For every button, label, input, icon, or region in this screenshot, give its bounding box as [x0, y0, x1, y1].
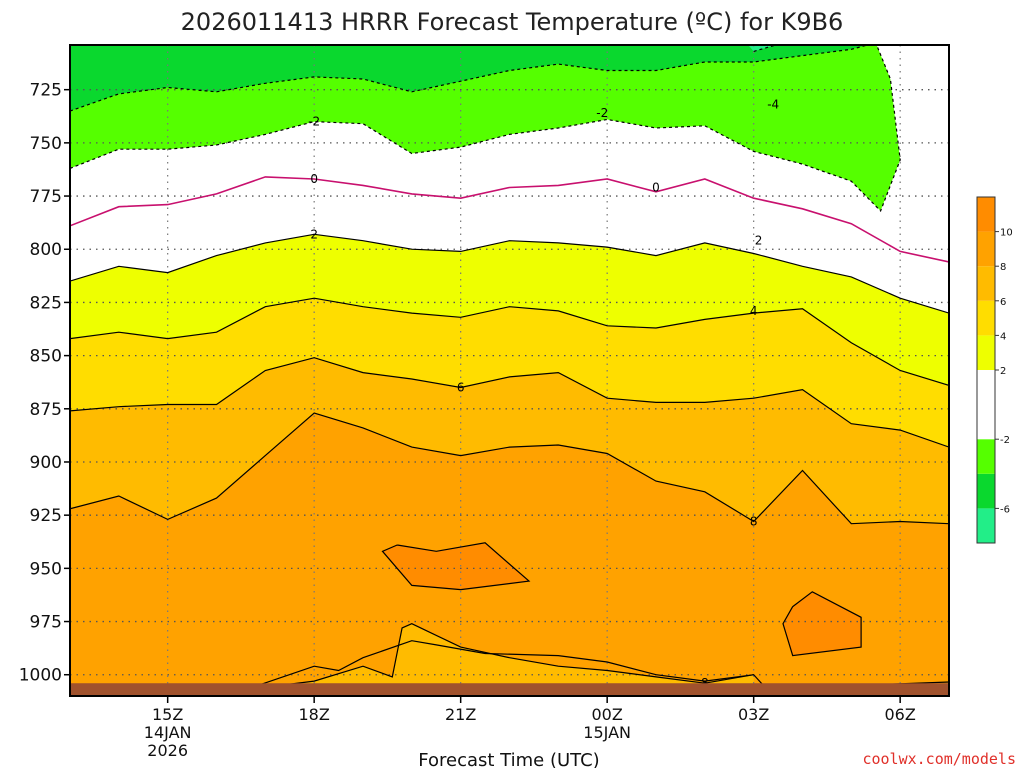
- colorbar: 10 8 6 4 2 -2 -6: [976, 196, 1013, 544]
- y-tick-label: 850: [30, 347, 62, 367]
- y-tick-label: 1000: [19, 666, 62, 686]
- contour-label: 6: [457, 381, 465, 395]
- y-tick-label: 900: [30, 453, 62, 473]
- colorbar-bin: [977, 300, 995, 336]
- credit-text: coolwx.com/models: [862, 750, 1016, 768]
- contour-labels: -4-2-200224688: [308, 98, 779, 691]
- contour-label: 2: [310, 227, 318, 241]
- colorbar-tick-label: 4: [1000, 331, 1006, 342]
- colorbar-tick-label: 2: [1000, 366, 1006, 377]
- contour-line-4: [70, 297, 949, 387]
- plot-frame: [69, 44, 950, 697]
- y-tick-label: 950: [30, 559, 62, 579]
- band-minus8-minus6: [748, 45, 776, 52]
- y-tick-label: 825: [30, 293, 62, 313]
- colorbar-bin: [977, 370, 995, 440]
- contour-label: -2: [596, 106, 608, 120]
- y-tick-label: 800: [30, 240, 62, 260]
- colorbar-tick-label: 8: [1000, 262, 1006, 273]
- colorbar-bin: [977, 335, 995, 370]
- contour-line-10: [381, 542, 531, 591]
- band-near-surface: [245, 623, 754, 696]
- contour-line-0: [70, 176, 949, 264]
- colorbar-tick-label: -2: [1000, 435, 1010, 446]
- contour-line--2: [70, 45, 901, 212]
- colorbar-tick-label: 10: [1000, 228, 1013, 239]
- band-minus6-minus4: [70, 45, 868, 111]
- y-tick-label: 750: [30, 134, 62, 154]
- contour-line-8: [245, 640, 949, 691]
- colorbar-bin: [977, 266, 995, 301]
- y-tick-label: 875: [30, 400, 62, 420]
- x-tick-label: 03Z: [738, 705, 769, 724]
- colorbar-bin: [977, 508, 995, 543]
- colorbar-bin: [977, 197, 995, 232]
- x-tick-label: 18Z: [299, 705, 330, 724]
- x-tick-year: 2026: [147, 741, 188, 760]
- x-tick-label: 21Z: [445, 705, 476, 724]
- ground-layer: [70, 683, 949, 696]
- x-tick-date: 15JAN: [583, 723, 631, 742]
- temperature-bands: [70, 34, 978, 696]
- y-tick-label: 775: [30, 187, 62, 207]
- band-corner-green: [949, 34, 978, 49]
- colorbar-tick-label: -6: [1000, 504, 1010, 515]
- colorbar-bin: [977, 231, 995, 267]
- contour-label: -4: [767, 98, 779, 112]
- contour-line-2: [70, 233, 949, 314]
- contour-line-8: [70, 412, 949, 525]
- band-minus4-minus2: [70, 45, 901, 211]
- colorbar-bin: [977, 473, 995, 509]
- contour-label: -2: [308, 115, 320, 129]
- contour-label: 4: [750, 304, 758, 318]
- x-tick-label: 00Z: [592, 705, 623, 724]
- band-10-12-patch-0: [382, 542, 529, 590]
- contour-label: 8: [750, 515, 758, 529]
- contour-line--2: [70, 45, 871, 112]
- y-axis: 725 750 775 800 825 850 875 900 925 950 975 1000: [19, 81, 70, 686]
- x-tick-label: 06Z: [885, 705, 916, 724]
- y-tick-label: 925: [30, 506, 62, 526]
- chart-title: 2026011413 HRRR Forecast Temperature (ºC…: [181, 8, 844, 36]
- band-top-right-white: [879, 45, 949, 211]
- contour-line-10: [782, 591, 862, 657]
- colorbar-bin: [977, 439, 995, 474]
- contour-lines: [70, 45, 949, 691]
- x-tick-label: 15Z: [152, 705, 183, 724]
- contour-line-8: [245, 623, 754, 691]
- y-tick-label: 725: [30, 81, 62, 101]
- y-tick-label: 975: [30, 613, 62, 633]
- plot-area: -4-2-200224688: [70, 34, 978, 696]
- x-axis-label: Forecast Time (UTC): [418, 750, 599, 768]
- contour-label: 2: [755, 234, 763, 248]
- contour-label: 0: [652, 181, 660, 195]
- contour-line-6: [70, 357, 949, 448]
- contour-label: 0: [310, 172, 318, 186]
- x-tick-date: 14JAN: [144, 723, 192, 742]
- colorbar-tick-label: 6: [1000, 297, 1006, 308]
